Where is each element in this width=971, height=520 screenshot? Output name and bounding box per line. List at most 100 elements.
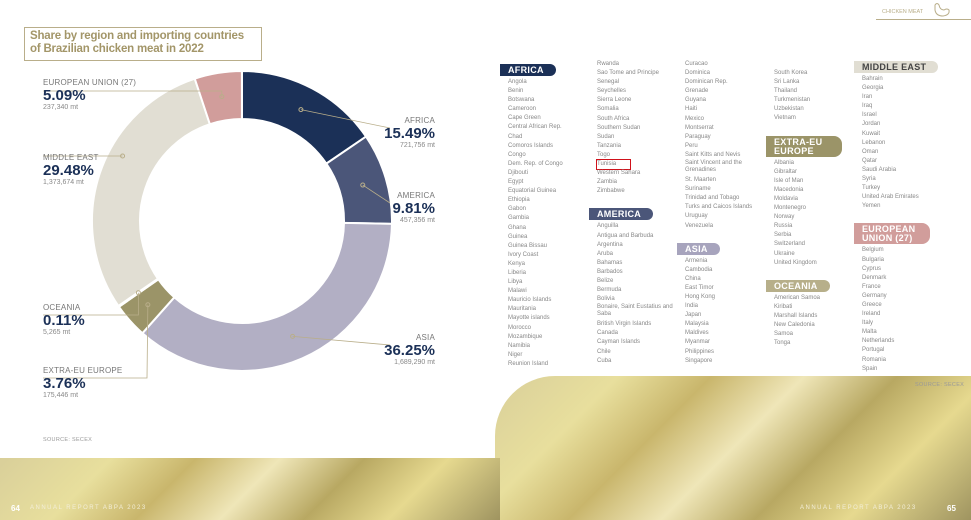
country-item: Sri Lanka xyxy=(774,79,800,86)
country-item: Comoros Islands xyxy=(508,142,554,149)
page-number-right: 65 xyxy=(947,504,956,513)
country-item: Haiti xyxy=(685,106,698,113)
region-header: EUROPEAN UNION (27) xyxy=(854,223,930,245)
country-item: Oman xyxy=(862,148,879,155)
country-item: Chad xyxy=(508,133,523,140)
label-name: AFRICA xyxy=(404,116,435,125)
country-item: Ivory Coast xyxy=(508,251,539,258)
country-item: Uzbekistan xyxy=(774,106,804,113)
country-item: British Virgin Islands xyxy=(597,321,652,328)
country-item: Dominican Rep. xyxy=(685,79,728,86)
country-item: American Samoa xyxy=(774,294,821,301)
country-item: Belgium xyxy=(862,247,884,254)
label-mt: 1,373,674 mt xyxy=(43,179,84,186)
country-item: Isle of Man xyxy=(774,177,804,184)
country-item: Dominica xyxy=(685,70,711,77)
label-mt: 457,356 mt xyxy=(399,217,435,224)
leader-line xyxy=(300,109,391,129)
country-item: Hong Kong xyxy=(685,293,716,300)
country-item: Venezuela xyxy=(685,222,714,229)
leader-dot xyxy=(298,107,304,113)
country-item: United Arab Emirates xyxy=(862,194,919,201)
country-item: United Kingdom xyxy=(774,259,817,266)
label-pct: 29.48% xyxy=(43,162,94,179)
country-item: Canada xyxy=(597,330,619,337)
country-item: Ukraine xyxy=(774,250,795,257)
country-item: Moldavia xyxy=(774,195,799,202)
country-item: Cyprus xyxy=(862,265,882,272)
region-header: OCEANIA xyxy=(766,279,830,292)
leader-dot xyxy=(135,290,141,296)
label-name: EUROPEAN UNION (27) xyxy=(43,78,137,87)
country-item: Seychelles xyxy=(597,88,627,95)
country-item: Germany xyxy=(862,292,887,299)
country-item: Samoa xyxy=(774,331,794,338)
country-item: Djibouti xyxy=(508,169,529,176)
country-item: Lebanon xyxy=(862,139,886,146)
country-item: Senegal xyxy=(597,79,620,86)
country-item: Peru xyxy=(685,142,698,149)
country-item: Morocco xyxy=(508,324,532,331)
country-item: Zimbabwe xyxy=(597,188,625,195)
country-item: South Korea xyxy=(774,70,808,76)
country-item: Argentina xyxy=(597,241,623,248)
country-item: Albania xyxy=(774,159,795,166)
label-mt: 721,756 mt xyxy=(399,142,435,149)
country-item: Mexico xyxy=(685,115,705,122)
country-item: Greece xyxy=(862,301,882,308)
leader-dot xyxy=(145,302,151,308)
leader-dot xyxy=(360,182,366,188)
donut-slice-asia xyxy=(141,221,393,372)
country-item: Antigua and Barbuda xyxy=(597,232,654,239)
country-item: Kiribati xyxy=(774,303,793,310)
country-item: Botswana xyxy=(508,97,535,104)
country-item: Guyana xyxy=(685,97,707,104)
label-name: EXTRA-EU EUROPE xyxy=(43,366,123,375)
country-item: Syria xyxy=(862,176,876,183)
country-item: Cameroon xyxy=(508,106,537,113)
country-item: Central African Rep. xyxy=(508,124,562,131)
country-item: Zambia xyxy=(597,179,618,186)
label-mt: 5,265 mt xyxy=(43,329,71,336)
country-item: Kenya xyxy=(508,260,526,267)
country-item: Portugal xyxy=(862,347,885,354)
country-item: Cape Green xyxy=(508,115,541,122)
country-item: Switzerland xyxy=(774,241,806,248)
country-item: Belize xyxy=(597,277,614,284)
country-item: Jordan xyxy=(862,121,881,128)
donut-slice-middle-east xyxy=(91,77,212,308)
country-item: Egypt xyxy=(508,179,524,186)
leader-line xyxy=(43,292,139,316)
list-column: MIDDLE EAST Bahrain Georgia Iran Iraq Israel J… xyxy=(854,57,948,374)
footer-right-text: ANNUAL REPORT ABPA 2023 xyxy=(800,505,917,511)
label-pct: 3.76% xyxy=(43,375,86,392)
country-item: Macedonia xyxy=(774,186,804,193)
country-item: Saudi Arabia xyxy=(862,166,897,173)
label-pct: 15.49% xyxy=(384,125,435,142)
country-item: Curacao xyxy=(685,61,708,67)
country-item: Marshall Islands xyxy=(774,312,818,319)
country-item: Barbados xyxy=(597,268,623,275)
label-middle-east: MIDDLE EAST 29.48% 1,373,674 mt xyxy=(43,153,99,186)
label-name: AMERICA xyxy=(397,191,435,200)
country-item: Suriname xyxy=(685,186,711,193)
chart-source: SOURCE: SECEX xyxy=(43,437,93,443)
donut-chart xyxy=(43,69,393,379)
label-oceania: OCEANIA 0.11% 5,265 mt xyxy=(43,303,85,336)
country-item: Bermuda xyxy=(597,287,622,294)
country-item: Cayman Islands xyxy=(597,339,641,346)
country-item: Uruguay xyxy=(685,213,708,220)
country-item: Bonaire, Saint Eustatius and Saba xyxy=(597,304,673,318)
country-item: Cambodia xyxy=(685,266,713,273)
country-item: Armenia xyxy=(685,257,708,264)
label-america: AMERICA 9.81% 457,356 mt xyxy=(392,191,435,224)
country-item: Mayotte islands xyxy=(508,315,550,322)
country-item: Southern Sudan xyxy=(597,124,641,131)
country-item: Trinidad and Tobago xyxy=(685,195,740,202)
country-item: Bolivia xyxy=(597,296,615,303)
footer-left-text: ANNUAL REPORT ABPA 2023 xyxy=(30,505,147,511)
country-item: Liberia xyxy=(508,269,527,276)
leader-dot xyxy=(120,153,126,159)
country-item: Singapore xyxy=(685,357,713,364)
country-item: Montserrat xyxy=(685,124,714,131)
